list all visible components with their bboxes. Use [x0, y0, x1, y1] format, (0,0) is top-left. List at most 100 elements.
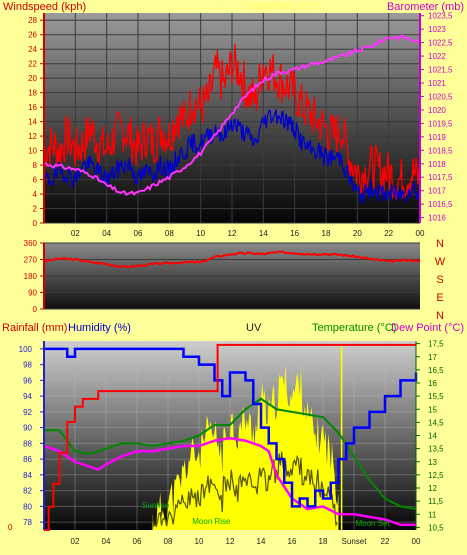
x-tick-label: 18	[319, 537, 328, 546]
x-tick-label: 10	[195, 537, 204, 546]
humidity-tick-label: 86	[23, 455, 32, 464]
barometer-tick-label: 1019	[428, 133, 446, 142]
barometer-tick-label: 1020	[428, 106, 446, 115]
axes-layer: 024681012141618202224262810161016,510171…	[8, 12, 453, 546]
humidity-tick-label: 84	[23, 471, 32, 480]
humidity-line	[44, 347, 418, 508]
direction-tick-label: 270	[24, 256, 38, 265]
barometer-tick-label: 1021	[428, 79, 446, 88]
barometer-tick-label: 1016	[428, 214, 446, 223]
dewpoint-axis-label: Dew Point (°C)	[391, 322, 464, 334]
windspeed-tick-label: 24	[28, 45, 37, 54]
humidity-tick-label: 78	[23, 518, 32, 527]
compass-label: N	[436, 310, 444, 322]
barometer-tick-label: 1019,5	[428, 119, 453, 128]
humidity-tick-label: 90	[23, 424, 32, 433]
windspeed-tick-label: 14	[28, 118, 37, 127]
barometer-tick-label: 1016,5	[428, 200, 453, 209]
windspeed-tick-label: 0	[33, 219, 38, 228]
rainfall-axis-label: Rainfall (mm)	[2, 322, 67, 334]
x-tick-label: 16	[288, 537, 297, 546]
temperature-tick-label: 12	[428, 484, 437, 493]
moonset-label: Moon Set	[355, 519, 390, 528]
temperature-tick-label: 17,5	[428, 340, 444, 349]
windspeed-tick-label: 2	[33, 205, 38, 214]
x-tick-label: 12	[226, 537, 235, 546]
windspeed-tick-label: 28	[28, 16, 37, 25]
x-tick-label: 12	[228, 229, 237, 238]
compass-label: S	[436, 274, 443, 286]
x-tick-label: 04	[102, 229, 111, 238]
windspeed-tick-label: 8	[33, 161, 38, 170]
x-tick-label: 22	[381, 537, 390, 546]
windspeed-tick-label: 22	[28, 60, 37, 69]
x-tick-label: 00	[412, 537, 421, 546]
compass-label: W	[435, 256, 446, 268]
temperature-tick-label: 14,5	[428, 418, 444, 427]
x-tick-label: Sunset	[342, 537, 368, 546]
temperature-tick-label: 15,5	[428, 392, 444, 401]
humidity-tick-label: 80	[23, 502, 32, 511]
x-tick-label: 00	[416, 229, 425, 238]
x-tick-label: 06	[133, 537, 142, 546]
temperature-tick-label: 11,5	[428, 497, 444, 506]
dewpoint-line	[43, 436, 416, 526]
windspeed-axis-label: Windspeed (kph)	[3, 1, 86, 13]
humidity-tick-label: 82	[23, 487, 32, 496]
temperature-tick-label: 16	[428, 379, 437, 388]
x-tick-label: 06	[134, 229, 143, 238]
x-tick-label: 08	[164, 537, 173, 546]
temperature-tick-label: 13,5	[428, 445, 444, 454]
temperature-tick-label: 13	[428, 458, 437, 467]
x-tick-label: 10	[196, 229, 205, 238]
windspeed-tick-label: 20	[28, 74, 37, 83]
windspeed-line	[43, 43, 421, 201]
barometer-tick-label: 1018	[428, 160, 446, 169]
x-tick-label: 20	[353, 229, 362, 238]
x-tick-label: 22	[384, 229, 393, 238]
direction-tick-label: 90	[28, 289, 37, 298]
x-tick-label: 16	[290, 229, 299, 238]
barometer-line	[43, 33, 421, 196]
humidity-tick-label: 100	[19, 345, 33, 354]
humidity-axis-label: Humidity (%)	[68, 322, 131, 334]
barometer-tick-label: 1020,5	[428, 92, 453, 101]
temperature-tick-label: 16,5	[428, 366, 444, 375]
series-layer	[43, 33, 421, 531]
temperature-tick-label: 17	[428, 353, 437, 362]
x-tick-label: 04	[102, 537, 111, 546]
barometer-tick-label: 1023	[428, 25, 446, 34]
windspeed-tick-label: 16	[28, 103, 37, 112]
barometer-tick-label: 1023,5	[428, 12, 453, 21]
humidity-tick-label: 92	[23, 408, 32, 417]
barometer-tick-label: 1017,5	[428, 173, 453, 182]
solar-line	[151, 451, 338, 528]
temperature-tick-label: 14	[428, 432, 437, 441]
barometer-tick-label: 1022,5	[428, 39, 453, 48]
temperature-axis-label: Temperature (°C)	[312, 322, 396, 334]
x-tick-label: 08	[165, 229, 174, 238]
temperature-tick-label: 10,5	[428, 523, 444, 532]
barometer-tick-label: 1022	[428, 52, 446, 61]
temperature-line	[44, 397, 417, 510]
direction-tick-label: 0	[33, 305, 38, 314]
temperature-tick-label: 15	[428, 405, 437, 414]
humidity-tick-label: 94	[23, 392, 32, 401]
humidity-tick-label: 88	[23, 439, 32, 448]
temperature-tick-label: 12,5	[428, 471, 444, 480]
direction-tick-label: 360	[24, 239, 38, 248]
windspeed-tick-label: 4	[33, 190, 38, 199]
sunrise-label: Sunrise	[142, 501, 170, 510]
rainfall-line	[44, 343, 416, 531]
chart-date-title: ... ... ... ... ... ... September 2016	[178, 1, 319, 12]
compass-label: N	[436, 238, 444, 250]
windspeed-tick-label: 10	[28, 147, 37, 156]
humidity-tick-label: 96	[23, 376, 32, 385]
barometer-axis-label: Barometer (mb)	[387, 1, 464, 13]
barometer-tick-label: 1021,5	[428, 66, 453, 75]
barometer-tick-label: 1017	[428, 187, 446, 196]
moonrise-label: Moon Rise	[192, 517, 231, 526]
x-tick-label: 14	[259, 229, 268, 238]
direction-line	[43, 250, 421, 269]
